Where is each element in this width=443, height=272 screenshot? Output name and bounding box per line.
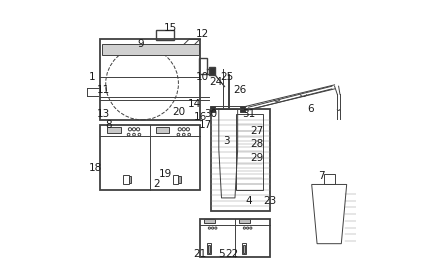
Bar bbox=[107, 126, 120, 133]
Text: 19: 19 bbox=[158, 169, 171, 179]
Bar bbox=[210, 67, 215, 75]
Text: 10: 10 bbox=[196, 72, 209, 82]
Text: 21: 21 bbox=[193, 249, 206, 259]
Text: 29: 29 bbox=[250, 153, 263, 163]
Bar bbox=[155, 126, 169, 133]
Bar bbox=[208, 245, 210, 254]
Bar bbox=[240, 106, 245, 112]
Text: 9: 9 bbox=[137, 39, 144, 50]
Text: 17: 17 bbox=[199, 120, 212, 130]
Bar bbox=[102, 44, 198, 55]
Bar bbox=[179, 176, 181, 183]
Text: 8: 8 bbox=[105, 120, 112, 130]
Bar bbox=[204, 220, 215, 224]
Text: 31: 31 bbox=[242, 109, 255, 119]
Text: 28: 28 bbox=[250, 139, 263, 149]
Bar bbox=[101, 39, 200, 120]
Text: 30: 30 bbox=[204, 109, 218, 119]
Text: 7: 7 bbox=[318, 171, 324, 181]
Bar bbox=[243, 245, 245, 254]
Bar bbox=[128, 176, 131, 183]
Text: 2: 2 bbox=[154, 180, 160, 190]
Bar bbox=[236, 115, 263, 190]
Text: 4: 4 bbox=[245, 196, 252, 206]
Bar bbox=[101, 125, 200, 190]
Bar bbox=[211, 109, 270, 211]
Text: 11: 11 bbox=[97, 85, 110, 95]
Text: 3: 3 bbox=[224, 136, 230, 146]
Bar bbox=[242, 243, 246, 254]
Text: 25: 25 bbox=[220, 72, 233, 82]
Text: 1: 1 bbox=[89, 72, 96, 82]
Text: 24: 24 bbox=[210, 77, 223, 87]
Bar bbox=[324, 174, 334, 184]
Bar bbox=[155, 30, 175, 41]
Text: 22: 22 bbox=[225, 249, 239, 259]
Bar bbox=[207, 243, 211, 254]
Text: 12: 12 bbox=[196, 29, 209, 39]
Bar bbox=[210, 106, 215, 112]
Text: 20: 20 bbox=[172, 107, 185, 117]
Bar bbox=[200, 220, 270, 257]
Text: 15: 15 bbox=[164, 23, 177, 33]
Bar bbox=[123, 175, 128, 184]
Text: 5: 5 bbox=[218, 249, 225, 259]
Text: 14: 14 bbox=[188, 99, 201, 109]
Text: 18: 18 bbox=[88, 163, 101, 173]
Bar bbox=[173, 175, 179, 184]
Bar bbox=[198, 58, 207, 74]
Text: 16: 16 bbox=[193, 112, 206, 122]
Bar bbox=[239, 220, 250, 224]
Text: 27: 27 bbox=[250, 126, 263, 136]
Text: 23: 23 bbox=[263, 196, 276, 206]
Text: 26: 26 bbox=[234, 85, 247, 95]
Text: 13: 13 bbox=[97, 109, 110, 119]
Text: 6: 6 bbox=[307, 104, 314, 114]
